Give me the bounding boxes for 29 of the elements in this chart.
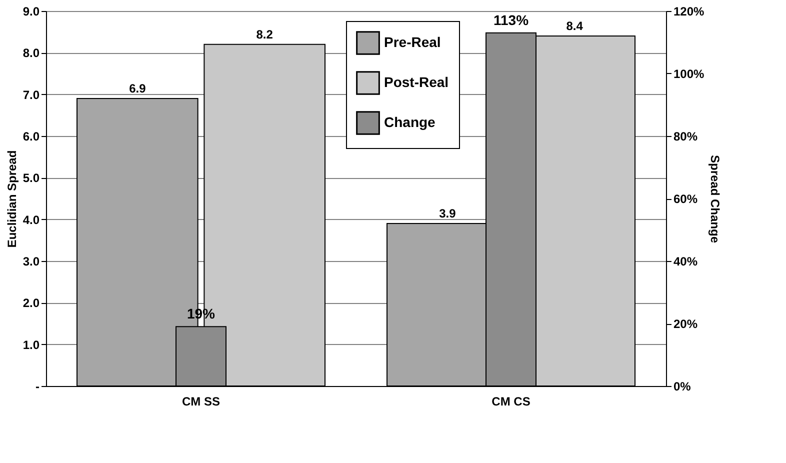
data-label: 3.9	[439, 206, 456, 220]
y-tick-label: 7.0	[22, 88, 40, 102]
y2-tick-label: 80%	[674, 130, 698, 144]
y2-tick-label: 40%	[674, 254, 698, 268]
data-label: 8.2	[256, 27, 274, 42]
data-label: 8.4	[566, 19, 584, 33]
data-label: 113%	[493, 12, 530, 28]
y-tick-label: 3.0	[22, 254, 40, 268]
legend-label: Post-Real	[384, 74, 449, 90]
y2-tick-label: 60%	[674, 192, 698, 206]
x-tick-label: CM CS	[492, 394, 530, 408]
y2-tick-label: 120%	[674, 4, 705, 18]
legend-label: Change	[384, 114, 436, 130]
x-tick-label: CM SS	[182, 394, 220, 408]
y-tick-label: 6.0	[22, 130, 40, 144]
y-tick-label: 1.0	[22, 338, 40, 352]
y-axis-title: Euclidian Spread	[4, 150, 19, 248]
y-tick-label: 2.0	[22, 296, 40, 310]
legend-label: Pre-Real	[384, 34, 441, 50]
data-label: 6.9	[129, 82, 146, 96]
y2-axis-title: Spread Change	[708, 154, 722, 244]
y2-tick-label: 100%	[674, 67, 705, 81]
y2-tick-label: 0%	[674, 380, 692, 394]
y-tick-label: 9.0	[22, 4, 40, 18]
y-tick-label: 5.0	[22, 171, 40, 186]
y-tick-label: 4.0	[22, 212, 40, 227]
y2-tick-label: 20%	[674, 317, 698, 331]
y-tick-label: -	[36, 380, 40, 394]
y-tick-label: 8.0	[22, 46, 40, 60]
